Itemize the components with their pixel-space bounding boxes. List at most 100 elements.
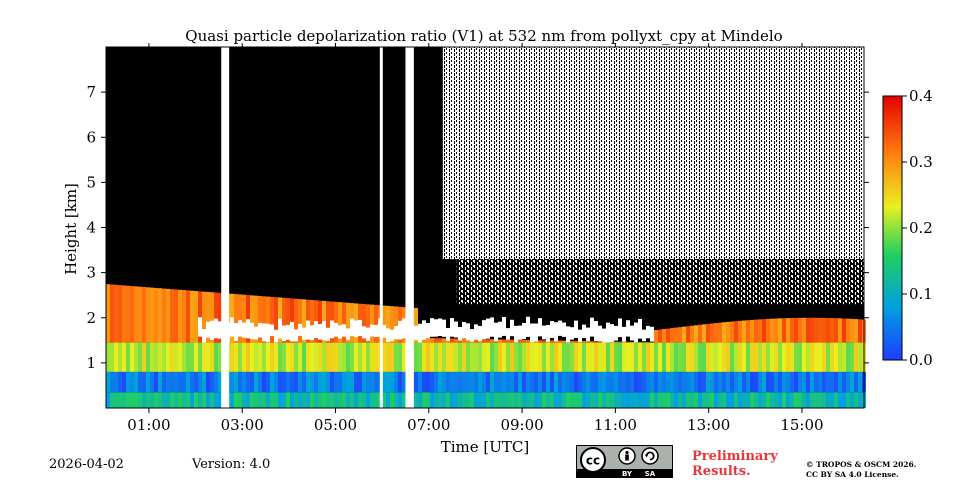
depol-cell (634, 371, 638, 393)
depol-cell (134, 342, 138, 372)
depol-cell (790, 371, 794, 393)
depol-cell (838, 342, 842, 372)
depol-cell (850, 392, 854, 408)
depol-cell (282, 392, 286, 408)
depol-cell (126, 392, 130, 408)
depol-cell (662, 329, 666, 343)
depol-cell (778, 318, 782, 343)
depol-cell (518, 342, 522, 372)
depol-cell (286, 298, 290, 343)
clear-air-cell (414, 325, 418, 341)
depol-cell (518, 339, 522, 343)
depol-cell (590, 341, 594, 343)
colorbar-tick-label: 0.1 (909, 285, 933, 303)
depol-cell (394, 342, 398, 372)
depol-cell (714, 371, 718, 393)
depol-cell (858, 392, 862, 408)
depol-cell (110, 284, 114, 343)
depol-cell (798, 317, 802, 343)
colorbar-ticks: 0.0 0.1 0.2 0.3 0.4 (902, 87, 933, 369)
depol-cell (442, 342, 446, 372)
depol-cell (562, 371, 566, 393)
depol-cell (118, 371, 122, 393)
depol-cell (254, 295, 258, 343)
depol-cell (286, 371, 290, 393)
x-tick-label: 05:00 (314, 416, 357, 434)
clear-air-cell (562, 322, 566, 337)
depol-cell (510, 342, 514, 372)
noise-region-mid (456, 259, 864, 305)
depol-cell (782, 318, 786, 343)
depol-cell (742, 320, 746, 343)
depol-cell (666, 371, 670, 393)
depol-cell (374, 342, 378, 372)
clear-air-cell (362, 326, 366, 339)
clear-air-cell (554, 322, 558, 342)
depol-cell (326, 392, 330, 408)
depol-cell (190, 371, 194, 393)
depol-cell (574, 340, 578, 343)
depol-cell (758, 319, 762, 343)
clear-air-cell (254, 326, 258, 340)
depol-cell (686, 392, 690, 408)
depol-cell (602, 371, 606, 393)
colorbar-gradient (882, 95, 903, 361)
x-tick-label: 15:00 (780, 416, 823, 434)
depol-cell (682, 342, 686, 372)
depol-cell (718, 392, 722, 408)
depol-cell (450, 338, 454, 343)
depol-cell (194, 371, 198, 393)
depol-cell (550, 392, 554, 408)
depol-cell (678, 371, 682, 393)
depol-cell (434, 392, 438, 408)
depol-cell (494, 371, 498, 393)
depol-cell (134, 286, 138, 343)
depol-cell (658, 342, 662, 372)
depol-cell (326, 371, 330, 393)
depol-cell (466, 338, 470, 343)
depol-cell (738, 392, 742, 408)
depol-cell (318, 300, 322, 343)
depol-cell (726, 321, 730, 343)
depol-cell (106, 371, 110, 393)
depol-cell (710, 392, 714, 408)
clear-air-cell (474, 324, 478, 340)
depol-cell (806, 392, 810, 408)
depol-cell (542, 392, 546, 408)
depol-cell (150, 392, 154, 408)
depol-cell (722, 322, 726, 343)
depol-cell (178, 289, 182, 343)
y-axis-label: Height [km] (62, 183, 80, 275)
depol-cell (210, 392, 214, 408)
depol-cell (698, 392, 702, 408)
depol-cell (258, 392, 262, 408)
depol-cell (362, 371, 366, 393)
depol-cell (534, 392, 538, 408)
depol-cell (742, 392, 746, 408)
depol-cell (838, 371, 842, 393)
depol-cell (174, 342, 178, 372)
depol-cell (194, 392, 198, 408)
depol-cell (794, 371, 798, 393)
depol-cell (382, 392, 386, 408)
depol-cell (670, 392, 674, 408)
depol-cell (790, 392, 794, 408)
depol-cell (278, 392, 282, 408)
depol-cell (234, 294, 238, 343)
depol-cell (390, 392, 394, 408)
depol-cell (278, 371, 282, 393)
depol-cell (802, 342, 806, 372)
depol-cell (382, 305, 386, 343)
clear-air-cell (238, 320, 242, 337)
depol-cell (154, 287, 158, 343)
depol-cell (446, 342, 450, 372)
depol-cell (578, 371, 582, 393)
depol-cell (690, 371, 694, 393)
clear-air-cell (334, 322, 338, 337)
depol-cell (770, 392, 774, 408)
depol-cell (550, 371, 554, 393)
depol-cell (298, 342, 302, 372)
depol-cell (246, 371, 250, 393)
depol-cell (458, 392, 462, 408)
depol-cell (238, 371, 242, 393)
